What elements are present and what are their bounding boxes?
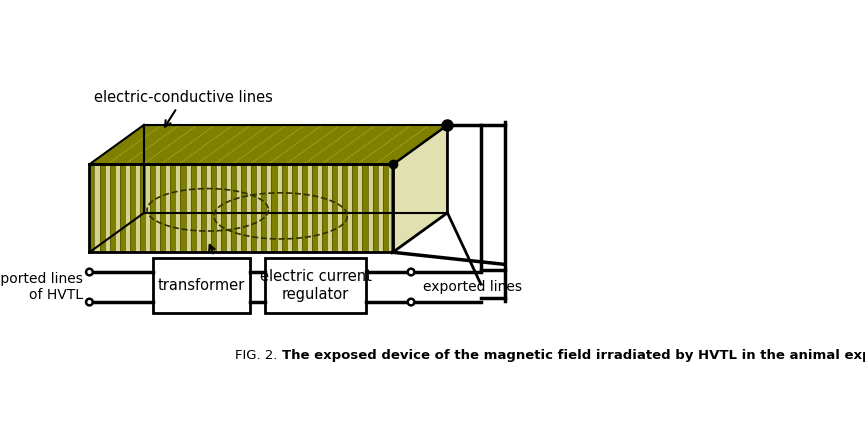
Bar [357,164,362,252]
Bar [327,164,332,252]
Text: animals: animals [189,245,247,274]
Bar [195,164,201,252]
Bar [368,164,373,252]
Bar [302,164,307,252]
Bar [277,164,282,252]
Bar [322,164,327,252]
Bar [256,164,261,252]
Bar [382,164,388,252]
Bar [201,164,206,252]
Bar [135,164,140,252]
Bar [89,164,94,252]
Bar [170,164,176,252]
Circle shape [407,268,414,275]
Bar [130,164,135,252]
Bar [297,164,302,252]
Bar [94,164,99,252]
Bar [317,164,322,252]
Bar [332,164,337,252]
Bar [231,164,236,252]
Text: imported lines
of HVTL: imported lines of HVTL [0,272,83,302]
Text: exported lines: exported lines [423,280,522,294]
Bar [251,164,256,252]
Bar [241,164,247,252]
Bar [181,164,185,252]
Bar [119,164,125,252]
Bar [140,164,145,252]
Bar [348,164,352,252]
Bar [110,164,115,252]
Bar [292,164,297,252]
Bar [151,164,155,252]
Bar [145,164,151,252]
Circle shape [86,299,93,306]
Circle shape [407,299,414,306]
Bar [307,164,312,252]
Bar [236,164,241,252]
Text: transformer: transformer [158,278,246,293]
Text: electric current
regulator: electric current regulator [260,269,371,302]
Bar [312,164,317,252]
Bar [99,164,105,252]
Bar [247,164,251,252]
Text: The exposed device of the magnetic field irradiated by HVTL in the animal experi: The exposed device of the magnetic field… [282,349,865,363]
Bar [176,164,181,252]
Bar [266,258,366,313]
Bar [272,164,277,252]
Bar [115,164,119,252]
Bar [125,164,130,252]
Bar [165,164,170,252]
Bar [373,164,378,252]
Bar [286,164,292,252]
Bar [362,164,368,252]
Bar [343,164,348,252]
Bar [160,164,165,252]
Bar [378,164,382,252]
Bar [337,164,343,252]
Bar [388,164,393,252]
Text: FIG. 2.: FIG. 2. [235,349,282,363]
Polygon shape [393,125,447,252]
Bar [155,164,160,252]
Circle shape [86,268,93,275]
Bar [190,164,195,252]
Bar [211,164,216,252]
Bar [206,164,211,252]
Bar [266,164,272,252]
Polygon shape [89,125,447,164]
Bar [105,164,110,252]
Bar [216,164,221,252]
Bar [282,164,286,252]
Bar [185,164,190,252]
Bar [226,164,231,252]
Text: electric-conductive lines: electric-conductive lines [94,90,273,127]
Bar [221,164,226,252]
Bar [153,258,250,313]
Bar [352,164,357,252]
Bar [261,164,266,252]
